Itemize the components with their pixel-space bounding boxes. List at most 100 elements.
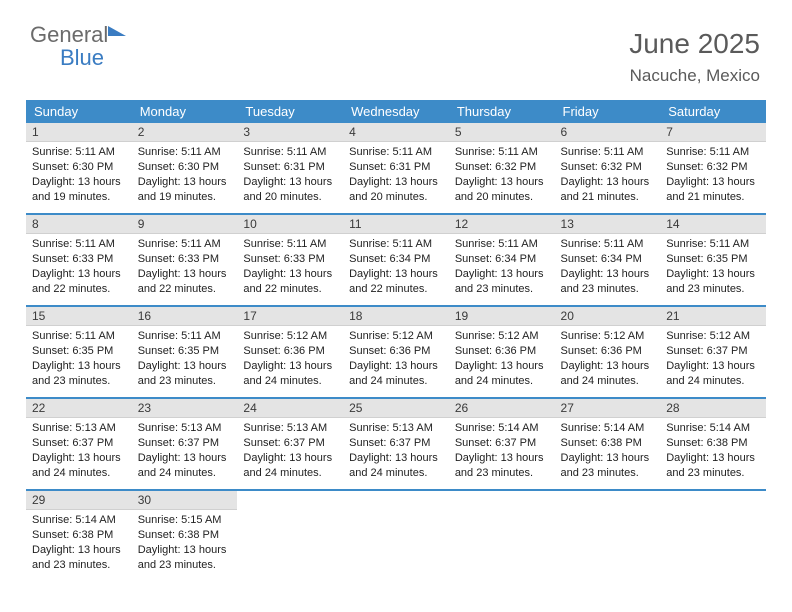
calendar-day-cell: 13Sunrise: 5:11 AMSunset: 6:34 PMDayligh… [555,215,661,305]
day-info: Sunrise: 5:14 AMSunset: 6:38 PMDaylight:… [660,418,766,486]
sunset-line: Sunset: 6:32 PM [455,160,549,175]
sunrise-line: Sunrise: 5:11 AM [32,145,126,160]
day-info: Sunrise: 5:12 AMSunset: 6:36 PMDaylight:… [555,326,661,394]
sunset-line: Sunset: 6:35 PM [666,252,760,267]
day-info: Sunrise: 5:14 AMSunset: 6:38 PMDaylight:… [26,510,132,578]
sunrise-line: Sunrise: 5:12 AM [561,329,655,344]
calendar-day-cell: 29Sunrise: 5:14 AMSunset: 6:38 PMDayligh… [26,491,132,581]
day-info: Sunrise: 5:12 AMSunset: 6:36 PMDaylight:… [343,326,449,394]
day-number: 29 [26,491,132,510]
sunset-line: Sunset: 6:36 PM [561,344,655,359]
sunset-line: Sunset: 6:34 PM [561,252,655,267]
day-info: Sunrise: 5:11 AMSunset: 6:33 PMDaylight:… [132,234,238,302]
daylight-line: Daylight: 13 hours and 24 minutes. [243,451,337,481]
sunrise-line: Sunrise: 5:15 AM [138,513,232,528]
calendar-day-cell: 26Sunrise: 5:14 AMSunset: 6:37 PMDayligh… [449,399,555,489]
location-label: Nacuche, Mexico [629,66,760,86]
calendar-day-cell: 5Sunrise: 5:11 AMSunset: 6:32 PMDaylight… [449,123,555,213]
sunset-line: Sunset: 6:37 PM [349,436,443,451]
sunset-line: Sunset: 6:31 PM [349,160,443,175]
calendar-week-row: 1Sunrise: 5:11 AMSunset: 6:30 PMDaylight… [26,123,766,213]
header-block: June 2025 Nacuche, Mexico [629,28,760,86]
daylight-line: Daylight: 13 hours and 20 minutes. [243,175,337,205]
calendar-day-cell: 18Sunrise: 5:12 AMSunset: 6:36 PMDayligh… [343,307,449,397]
day-number: 20 [555,307,661,326]
calendar-day-cell [449,491,555,581]
calendar-day-cell: 4Sunrise: 5:11 AMSunset: 6:31 PMDaylight… [343,123,449,213]
day-info: Sunrise: 5:14 AMSunset: 6:38 PMDaylight:… [555,418,661,486]
sunrise-line: Sunrise: 5:13 AM [349,421,443,436]
sunrise-line: Sunrise: 5:14 AM [32,513,126,528]
calendar-week-row: 8Sunrise: 5:11 AMSunset: 6:33 PMDaylight… [26,215,766,305]
col-wednesday: Wednesday [343,100,449,123]
sunset-line: Sunset: 6:38 PM [561,436,655,451]
daylight-line: Daylight: 13 hours and 23 minutes. [561,267,655,297]
daylight-line: Daylight: 13 hours and 24 minutes. [349,359,443,389]
logo-line2: Blue [32,45,104,71]
sunrise-line: Sunrise: 5:11 AM [243,145,337,160]
sunset-line: Sunset: 6:32 PM [561,160,655,175]
day-number: 11 [343,215,449,234]
calendar-day-cell: 23Sunrise: 5:13 AMSunset: 6:37 PMDayligh… [132,399,238,489]
daylight-line: Daylight: 13 hours and 22 minutes. [32,267,126,297]
day-info: Sunrise: 5:11 AMSunset: 6:35 PMDaylight:… [26,326,132,394]
sunset-line: Sunset: 6:35 PM [32,344,126,359]
daylight-line: Daylight: 13 hours and 24 minutes. [32,451,126,481]
calendar-day-cell: 7Sunrise: 5:11 AMSunset: 6:32 PMDaylight… [660,123,766,213]
page-title: June 2025 [629,28,760,60]
sunrise-line: Sunrise: 5:11 AM [561,145,655,160]
daylight-line: Daylight: 13 hours and 24 minutes. [666,359,760,389]
calendar-day-cell [555,491,661,581]
day-info: Sunrise: 5:15 AMSunset: 6:38 PMDaylight:… [132,510,238,578]
day-number: 19 [449,307,555,326]
calendar-day-cell: 22Sunrise: 5:13 AMSunset: 6:37 PMDayligh… [26,399,132,489]
sunrise-line: Sunrise: 5:14 AM [455,421,549,436]
daylight-line: Daylight: 13 hours and 19 minutes. [32,175,126,205]
sunset-line: Sunset: 6:30 PM [32,160,126,175]
calendar-week-row: 22Sunrise: 5:13 AMSunset: 6:37 PMDayligh… [26,399,766,489]
calendar-day-cell [343,491,449,581]
calendar-day-cell: 12Sunrise: 5:11 AMSunset: 6:34 PMDayligh… [449,215,555,305]
day-number: 16 [132,307,238,326]
sunrise-line: Sunrise: 5:14 AM [561,421,655,436]
day-number: 18 [343,307,449,326]
day-info: Sunrise: 5:13 AMSunset: 6:37 PMDaylight:… [26,418,132,486]
daylight-line: Daylight: 13 hours and 21 minutes. [561,175,655,205]
day-number: 27 [555,399,661,418]
sunrise-line: Sunrise: 5:11 AM [138,329,232,344]
day-number: 15 [26,307,132,326]
calendar-day-cell: 15Sunrise: 5:11 AMSunset: 6:35 PMDayligh… [26,307,132,397]
sunset-line: Sunset: 6:31 PM [243,160,337,175]
calendar-day-cell: 2Sunrise: 5:11 AMSunset: 6:30 PMDaylight… [132,123,238,213]
day-number: 17 [237,307,343,326]
day-info: Sunrise: 5:14 AMSunset: 6:37 PMDaylight:… [449,418,555,486]
day-number: 22 [26,399,132,418]
col-sunday: Sunday [26,100,132,123]
calendar-day-cell: 27Sunrise: 5:14 AMSunset: 6:38 PMDayligh… [555,399,661,489]
calendar-day-cell: 28Sunrise: 5:14 AMSunset: 6:38 PMDayligh… [660,399,766,489]
day-number: 7 [660,123,766,142]
day-number: 14 [660,215,766,234]
day-number: 5 [449,123,555,142]
sunrise-line: Sunrise: 5:14 AM [666,421,760,436]
day-info: Sunrise: 5:11 AMSunset: 6:34 PMDaylight:… [449,234,555,302]
calendar-day-cell: 6Sunrise: 5:11 AMSunset: 6:32 PMDaylight… [555,123,661,213]
sunset-line: Sunset: 6:38 PM [666,436,760,451]
daylight-line: Daylight: 13 hours and 24 minutes. [243,359,337,389]
sunrise-line: Sunrise: 5:11 AM [349,145,443,160]
daylight-line: Daylight: 13 hours and 22 minutes. [349,267,443,297]
day-number: 12 [449,215,555,234]
daylight-line: Daylight: 13 hours and 23 minutes. [455,451,549,481]
daylight-line: Daylight: 13 hours and 21 minutes. [666,175,760,205]
daylight-line: Daylight: 13 hours and 22 minutes. [138,267,232,297]
sunset-line: Sunset: 6:33 PM [243,252,337,267]
sunrise-line: Sunrise: 5:11 AM [666,145,760,160]
sunset-line: Sunset: 6:33 PM [32,252,126,267]
col-saturday: Saturday [660,100,766,123]
day-info: Sunrise: 5:11 AMSunset: 6:30 PMDaylight:… [26,142,132,210]
daylight-line: Daylight: 13 hours and 22 minutes. [243,267,337,297]
calendar-table: Sunday Monday Tuesday Wednesday Thursday… [26,100,766,581]
day-info: Sunrise: 5:11 AMSunset: 6:35 PMDaylight:… [132,326,238,394]
sunset-line: Sunset: 6:36 PM [455,344,549,359]
day-info: Sunrise: 5:11 AMSunset: 6:31 PMDaylight:… [237,142,343,210]
